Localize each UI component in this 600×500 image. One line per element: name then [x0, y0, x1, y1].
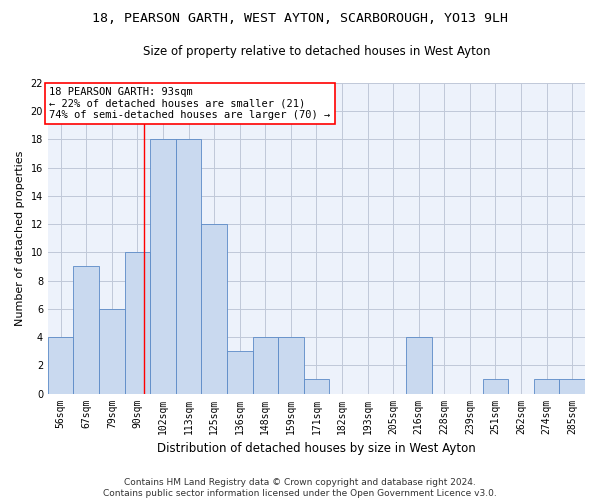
- Text: Contains HM Land Registry data © Crown copyright and database right 2024.
Contai: Contains HM Land Registry data © Crown c…: [103, 478, 497, 498]
- Bar: [99, 309, 125, 394]
- Bar: [482, 380, 508, 394]
- Bar: [150, 140, 176, 394]
- Text: 18, PEARSON GARTH, WEST AYTON, SCARBOROUGH, YO13 9LH: 18, PEARSON GARTH, WEST AYTON, SCARBOROU…: [92, 12, 508, 26]
- Bar: [278, 337, 304, 394]
- Bar: [304, 380, 329, 394]
- Bar: [559, 380, 585, 394]
- Bar: [125, 252, 150, 394]
- Bar: [534, 380, 559, 394]
- Bar: [253, 337, 278, 394]
- Title: Size of property relative to detached houses in West Ayton: Size of property relative to detached ho…: [143, 45, 490, 58]
- Bar: [73, 266, 99, 394]
- Text: 18 PEARSON GARTH: 93sqm
← 22% of detached houses are smaller (21)
74% of semi-de: 18 PEARSON GARTH: 93sqm ← 22% of detache…: [49, 87, 331, 120]
- Bar: [227, 351, 253, 394]
- X-axis label: Distribution of detached houses by size in West Ayton: Distribution of detached houses by size …: [157, 442, 476, 455]
- Bar: [48, 337, 73, 394]
- Bar: [202, 224, 227, 394]
- Bar: [406, 337, 431, 394]
- Y-axis label: Number of detached properties: Number of detached properties: [15, 150, 25, 326]
- Bar: [176, 140, 202, 394]
